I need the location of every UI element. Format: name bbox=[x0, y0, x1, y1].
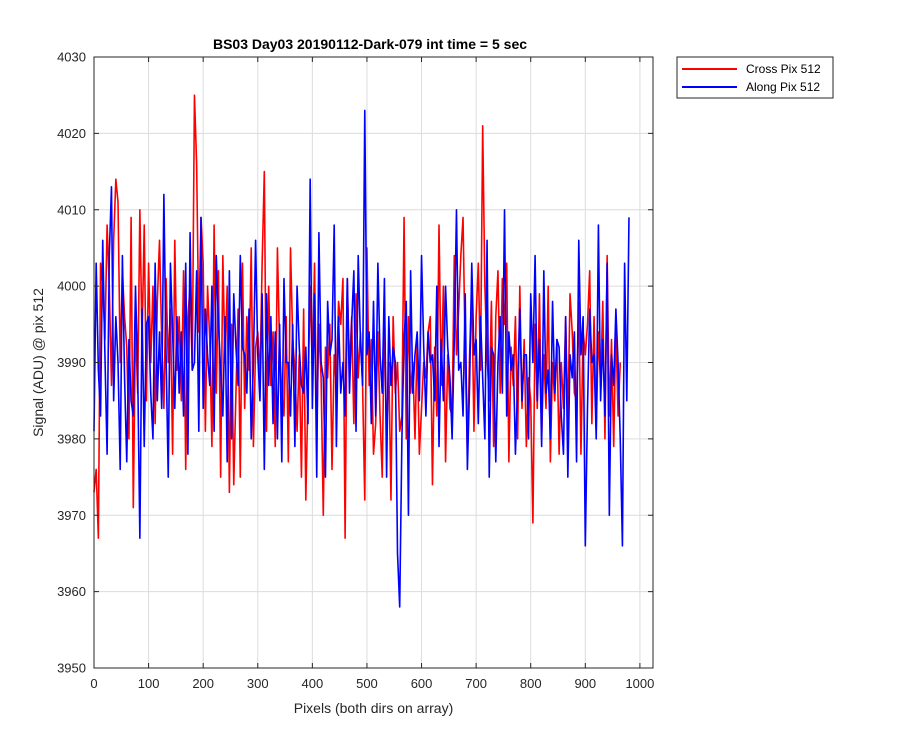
x-tick-label: 500 bbox=[356, 676, 378, 691]
legend[interactable]: Cross Pix 512 Along Pix 512 bbox=[676, 56, 834, 99]
y-tick-label: 4020 bbox=[57, 126, 86, 141]
x-tick-label: 100 bbox=[138, 676, 160, 691]
legend-label-along: Along Pix 512 bbox=[746, 80, 820, 94]
x-tick-label: 0 bbox=[90, 676, 97, 691]
x-tick-label: 900 bbox=[574, 676, 596, 691]
x-tick-label: 400 bbox=[302, 676, 324, 691]
x-tick-label: 200 bbox=[192, 676, 214, 691]
x-tick-label: 700 bbox=[465, 676, 487, 691]
axes: 0 100 200 300 400 500 600 700 800 900 1000 3950 3960… bbox=[57, 50, 654, 692]
series-layer bbox=[93, 94, 630, 608]
y-axis-label: Signal (ADU) @ pix 512 bbox=[30, 288, 46, 437]
y-tick-label: 4000 bbox=[57, 279, 86, 294]
chart-title: BS03 Day03 20190112-Dark-079 int time = … bbox=[213, 36, 527, 52]
y-tick-label: 3960 bbox=[57, 584, 86, 599]
x-tick-label: 1000 bbox=[625, 676, 654, 691]
x-axis-label: Pixels (both dirs on array) bbox=[294, 700, 454, 716]
x-tick-label: 300 bbox=[247, 676, 269, 691]
x-tick-label: 800 bbox=[520, 676, 542, 691]
ticks: 0 100 200 300 400 500 600 700 800 900 1000 3950 3960… bbox=[57, 50, 654, 692]
y-tick-label: 3980 bbox=[57, 431, 86, 446]
x-tick-label: 600 bbox=[411, 676, 433, 691]
y-tick-label: 4010 bbox=[57, 202, 86, 217]
legend-label-cross: Cross Pix 512 bbox=[746, 62, 821, 76]
legend-box bbox=[676, 56, 834, 99]
y-tick-label: 3970 bbox=[57, 508, 86, 523]
y-tick-label: 3990 bbox=[57, 355, 86, 370]
y-tick-label: 3950 bbox=[57, 661, 86, 676]
y-tick-label: 4030 bbox=[57, 50, 86, 65]
series-line-along-pix-512 bbox=[93, 109, 630, 608]
